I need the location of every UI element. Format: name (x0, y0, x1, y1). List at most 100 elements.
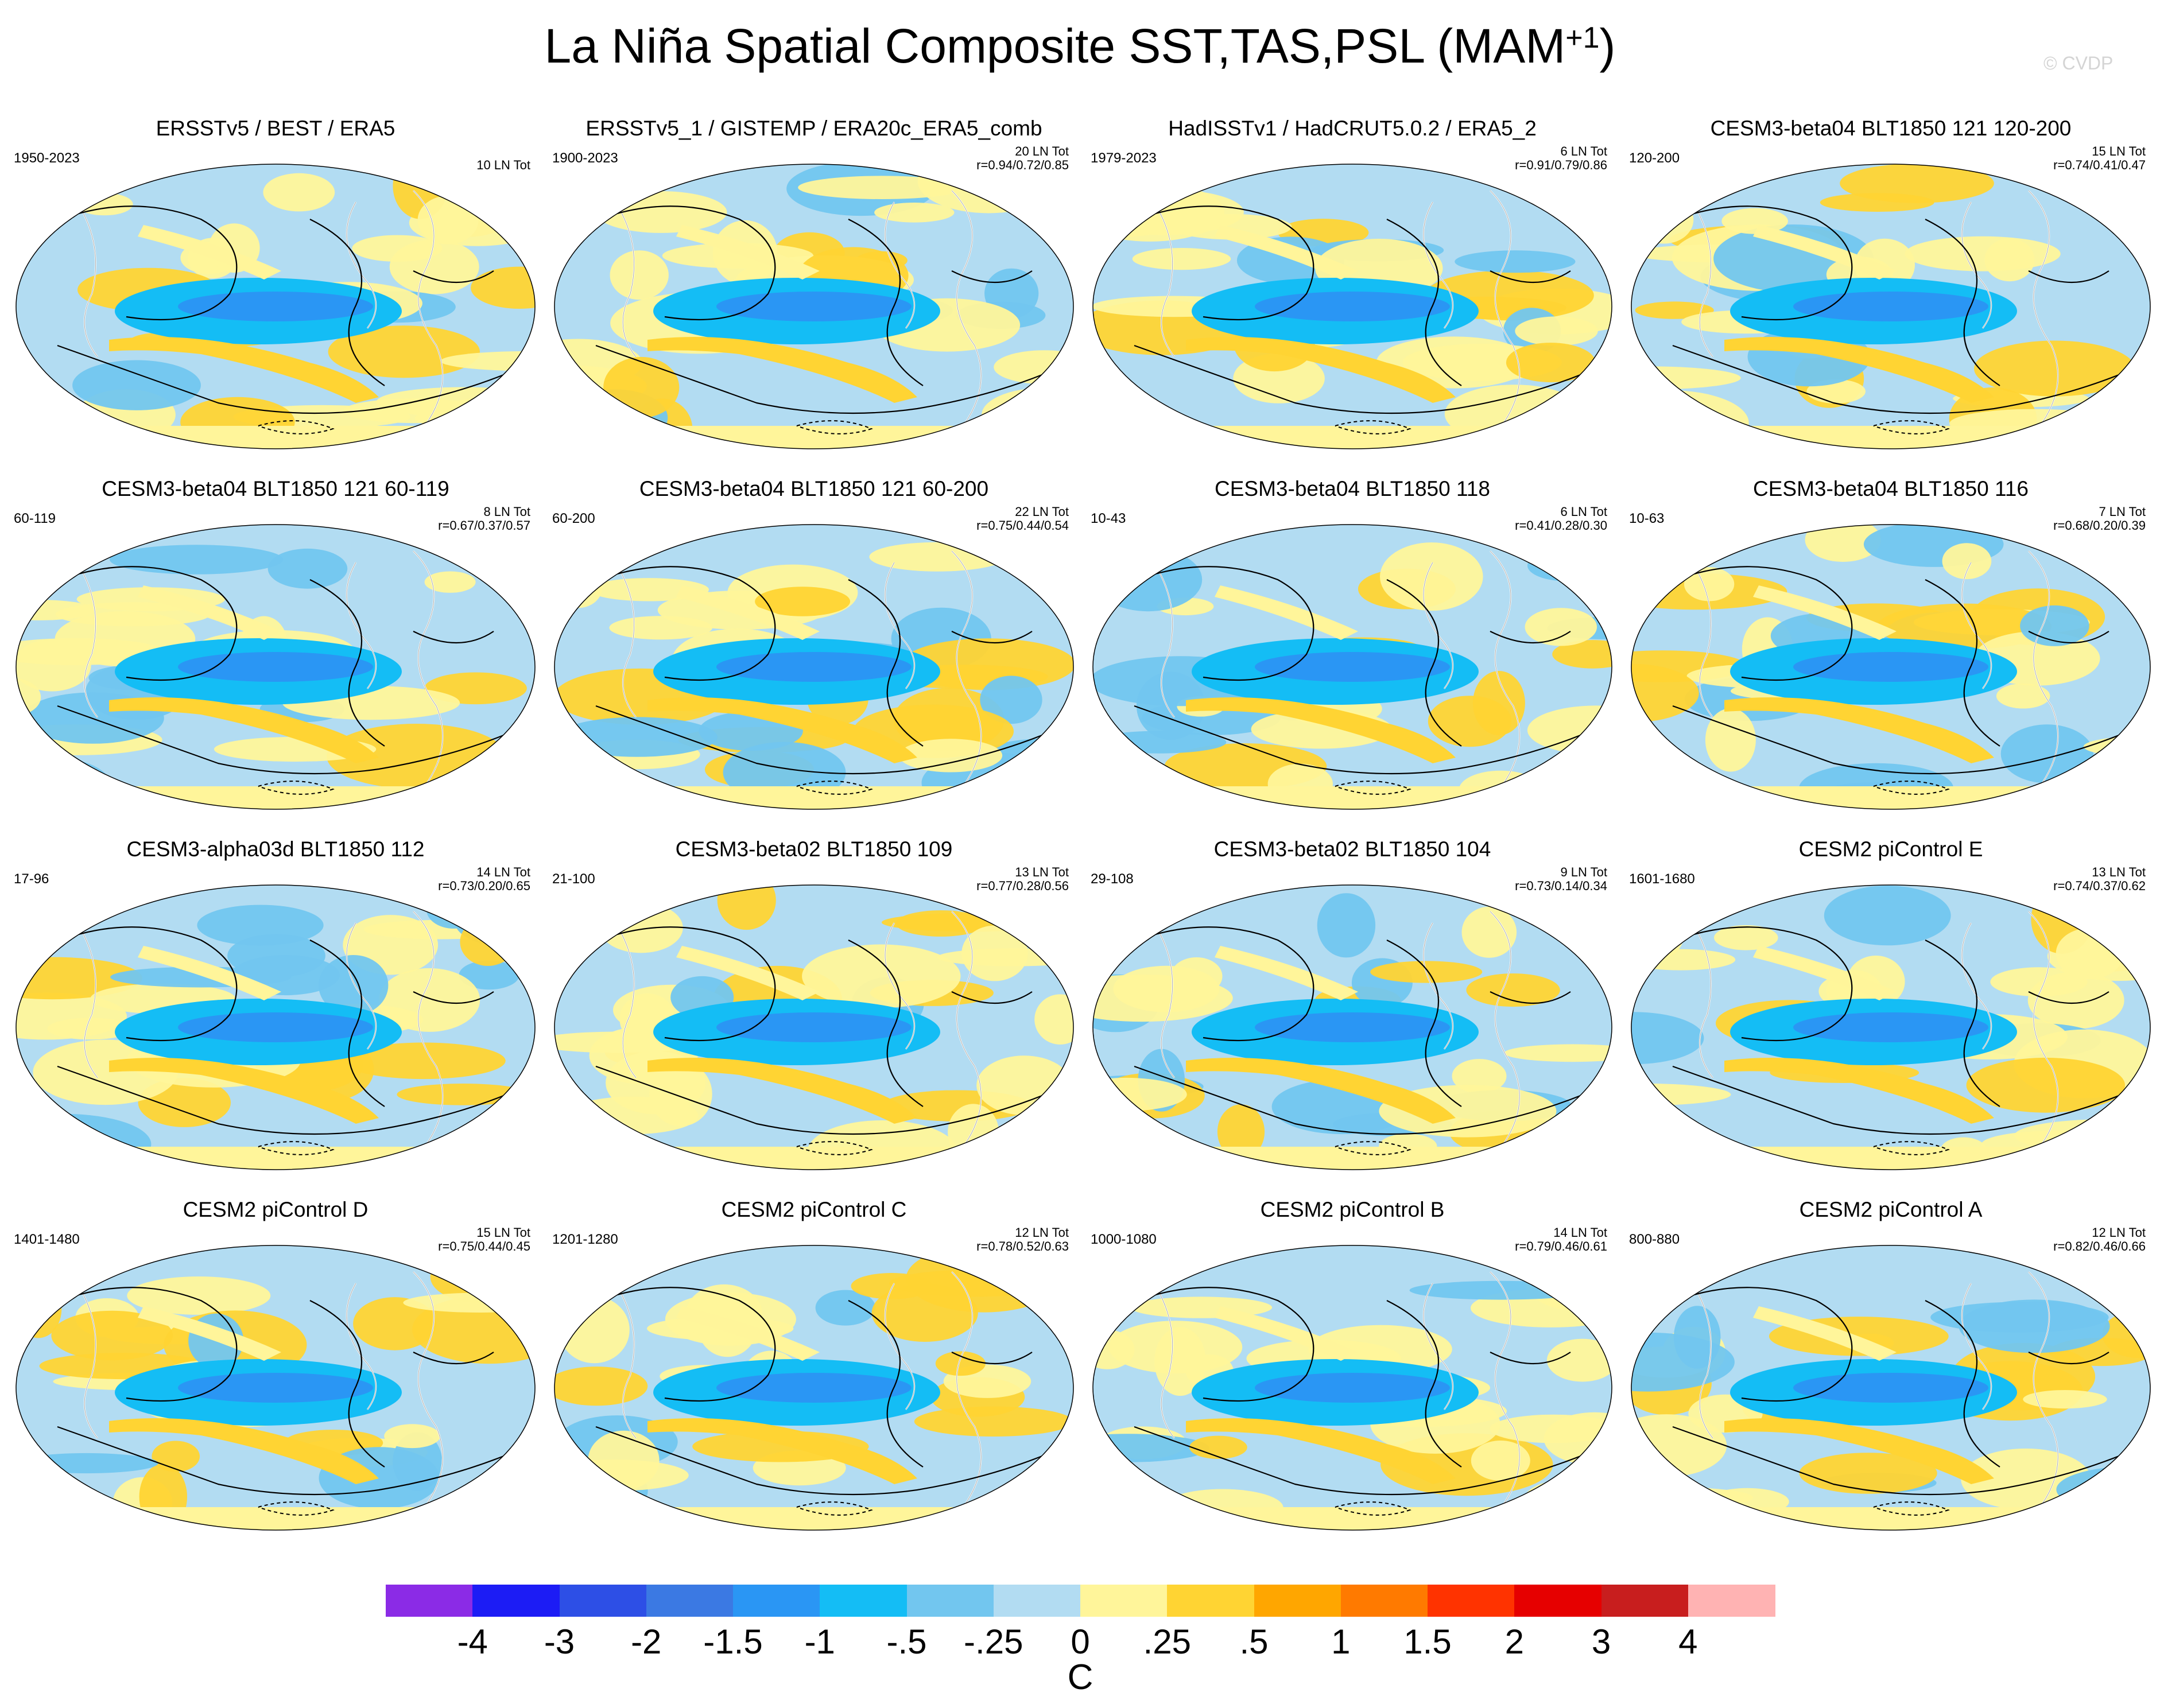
southern-ocean (1093, 786, 1612, 809)
southern-ocean (1631, 426, 2150, 449)
anomaly-patch (263, 173, 335, 212)
anomaly-patch (1522, 1480, 1612, 1525)
panel-event-count: 14 LN Tot (476, 865, 530, 879)
map-panel: CESM3-beta02 BLT1850 104 29-108 9 LN Tot r=… (1083, 823, 1622, 1179)
warm-band (138, 225, 281, 280)
psl-contour (1122, 566, 1314, 681)
psl-contour (1122, 926, 1314, 1042)
warm-band (109, 1418, 379, 1484)
anomaly-patch (1714, 925, 1778, 950)
panel-title: CESM3-beta04 BLT1850 116 (1753, 477, 2029, 500)
map-panel: CESM2 piControl A 800-880 12 LN Tot r=0.82/… (1621, 1183, 2160, 1539)
panel-correlation: r=0.75/0.44/0.45 (438, 1239, 530, 1253)
anomaly-patch (1527, 550, 1607, 581)
anomaly-patch (1799, 1453, 1937, 1494)
colorbar-label: 1 (1331, 1622, 1351, 1661)
psl-contour (1490, 1352, 1571, 1364)
cold-tongue-core (716, 292, 912, 321)
colorbar-label: -4 (457, 1622, 488, 1661)
anomaly-patch (869, 542, 1007, 572)
warm-band (647, 697, 917, 763)
psl-contour (309, 219, 385, 386)
anomaly-patch (1093, 1461, 1128, 1480)
anomaly-field (1631, 885, 2150, 1170)
anomaly-patch (554, 1489, 643, 1529)
anomaly-patch (424, 571, 476, 593)
panel-correlation: r=0.75/0.44/0.54 (976, 518, 1069, 533)
coastline-outline (1157, 550, 1520, 787)
panel-period: 1950-2023 (14, 150, 80, 166)
anomaly-patch (554, 1470, 606, 1515)
anomaly-patch (352, 235, 443, 262)
psl-contour-negative (796, 1141, 873, 1155)
colorbar-box (733, 1585, 820, 1617)
psl-contour (848, 579, 924, 747)
colorbar-label: -1.5 (703, 1622, 763, 1661)
coastline-outline (1157, 190, 1520, 426)
robinson-map (554, 164, 1074, 449)
southern-ocean (16, 1507, 535, 1530)
panel-title: CESM2 piControl C (721, 1198, 907, 1221)
anomaly-patch (649, 1061, 712, 1127)
map-panel: CESM2 piControl B 1000-1080 14 LN Tot r=0.7… (1083, 1183, 1622, 1539)
panel-title: CESM2 piControl A (1799, 1198, 1983, 1221)
southern-ocean (1631, 1147, 2150, 1170)
anomaly-patch (1820, 193, 1934, 212)
cold-tongue-core (716, 1373, 912, 1403)
colorbar-box (1514, 1585, 1601, 1617)
map-panel: CESM3-beta04 BLT1850 121 120-200 120-200 1… (1621, 102, 2160, 458)
anomaly-patch (1317, 893, 1376, 958)
anomaly-patch (16, 957, 142, 1000)
colorbar-label: -1 (804, 1622, 835, 1661)
map-border (554, 164, 1074, 449)
warm-band (109, 1058, 379, 1124)
anomaly-patch (871, 1284, 978, 1342)
anomaly-patch (899, 739, 1003, 773)
panel-title: CESM3-beta04 BLT1850 121 60-119 (102, 477, 449, 500)
warm-band (138, 585, 281, 640)
anomaly-patch (1631, 1012, 1704, 1065)
map-border (1092, 164, 1612, 449)
anomaly-patch (1996, 683, 2050, 709)
anomaly-field (1631, 164, 2150, 449)
panel-event-count: 7 LN Tot (2099, 504, 2146, 519)
colorbar-box (386, 1585, 473, 1617)
colorbar-box (993, 1585, 1081, 1617)
anomaly-field (16, 885, 535, 1170)
panel-correlation: r=0.78/0.52/0.63 (976, 1239, 1069, 1253)
warm-band (138, 946, 281, 1000)
anomaly-patch (47, 1018, 133, 1040)
anomaly-patch (1217, 1104, 1265, 1159)
coastline-outline (1695, 190, 2058, 426)
southern-ocean (554, 426, 1073, 449)
panel-event-count: 12 LN Tot (1015, 1225, 1069, 1240)
warm-band (1753, 946, 1897, 1000)
robinson-map (15, 1245, 536, 1531)
anomaly-patch (1684, 567, 1735, 601)
panel-event-count: 12 LN Tot (2092, 1225, 2146, 1240)
anomaly-patch (1452, 1059, 1507, 1093)
coastline-outline (1695, 550, 2058, 787)
anomaly-patch (426, 890, 481, 929)
map-border (1092, 524, 1612, 810)
colorbar-label: 4 (1678, 1622, 1698, 1661)
panel-period: 21-100 (552, 871, 595, 887)
panel-title: HadISSTv1 / HadCRUT5.0.2 / ERA5_2 (1168, 117, 1537, 140)
panel-period: 1900-2023 (552, 150, 618, 166)
coastline-outline (80, 550, 443, 787)
robinson-map (15, 884, 536, 1170)
panel-event-count: 15 LN Tot (476, 1225, 530, 1240)
anomaly-patch (976, 1055, 1072, 1115)
panel-event-count: 8 LN Tot (483, 504, 530, 519)
warm-band (676, 1306, 820, 1361)
anomaly-patch (1561, 533, 1612, 587)
panel-title: CESM3-beta04 BLT1850 121 120-200 (1710, 117, 2072, 140)
southern-ocean (1093, 1507, 1612, 1530)
anomaly-field (16, 1245, 535, 1530)
anomaly-patch (1093, 1434, 1209, 1462)
panel-period: 1401-1480 (14, 1232, 80, 1247)
anomaly-patch (16, 1453, 158, 1474)
cold-tongue-core (1255, 292, 1450, 321)
psl-contour (57, 1426, 506, 1496)
anomaly-patch (802, 944, 961, 1008)
